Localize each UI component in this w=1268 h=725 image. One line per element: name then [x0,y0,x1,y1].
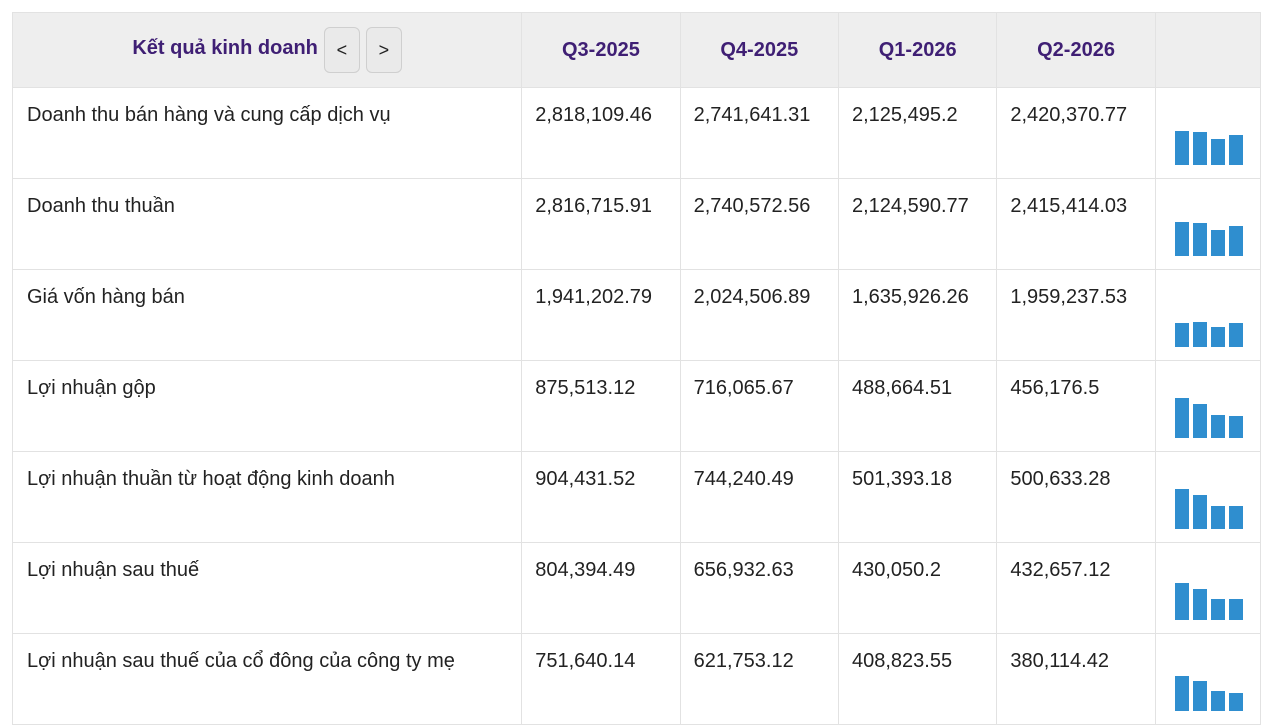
sparkline-bar [1174,489,1189,529]
sparkline-bar [1210,415,1225,438]
row-value: 751,640.14 [521,633,681,725]
sparkline-bar-chart[interactable] [1174,671,1245,711]
column-header-chart [1154,12,1262,88]
sparkline-bar [1174,398,1189,438]
sparkline-bar [1192,681,1207,711]
row-sparkline-cell[interactable] [1154,178,1262,270]
table-row: Lợi nhuận thuần từ hoạt động kinh doanh 9… [11,451,1262,543]
row-value: 1,941,202.79 [521,269,681,361]
financial-results-panel: Kết quả kinh doanh < > Q3-2025 Q4-2025 Q… [11,12,1262,725]
row-sparkline-cell[interactable] [1154,360,1262,452]
table-row: Giá vốn hàng bán 1,941,202.79 2,024,506.89… [11,269,1262,361]
row-sparkline-cell[interactable] [1154,269,1262,361]
sparkline-bar [1210,327,1225,347]
row-value: 1,635,926.26 [837,269,998,361]
sparkline-bar [1174,222,1189,256]
sparkline-bar-chart[interactable] [1174,398,1245,438]
row-value: 2,124,590.77 [837,178,998,270]
sparkline-bar [1174,676,1189,711]
sparkline-bar [1210,230,1225,256]
table-row: Lợi nhuận sau thuế 804,394.49 656,932.63 43… [11,542,1262,634]
row-sparkline-cell[interactable] [1154,542,1262,634]
row-value: 2,024,506.89 [679,269,839,361]
financial-results-table: Kết quả kinh doanh < > Q3-2025 Q4-2025 Q… [11,12,1262,725]
row-value: 804,394.49 [521,542,681,634]
table-row: Lợi nhuận gộp 875,513.12 716,065.67 488,664… [11,360,1262,452]
header-title-cell: Kết quả kinh doanh < > [11,12,523,88]
row-sparkline-cell[interactable] [1154,87,1262,179]
row-value: 656,932.63 [679,542,839,634]
sparkline-bar [1210,139,1225,165]
row-label: Doanh thu bán hàng và cung cấp dịch vụ [11,87,523,179]
sparkline-bar [1210,691,1225,711]
sparkline-bar-chart[interactable] [1174,125,1245,165]
row-label: Lợi nhuận thuần từ hoạt động kinh doanh [11,451,523,543]
sparkline-bar [1174,583,1189,620]
row-label: Lợi nhuận gộp [11,360,523,452]
sparkline-bar [1228,323,1243,347]
row-sparkline-cell[interactable] [1154,451,1262,543]
row-value: 501,393.18 [837,451,998,543]
row-label: Lợi nhuận sau thuế của cổ đông của công … [11,633,523,725]
row-value: 2,816,715.91 [521,178,681,270]
sparkline-bar [1192,223,1207,256]
row-label: Lợi nhuận sau thuế [11,542,523,634]
row-value: 408,823.55 [837,633,998,725]
sparkline-bar [1192,322,1207,347]
row-value: 621,753.12 [679,633,839,725]
row-value: 500,633.28 [996,451,1156,543]
sparkline-bar-chart[interactable] [1174,216,1245,256]
sparkline-bar [1228,693,1243,711]
row-value: 2,818,109.46 [521,87,681,179]
sparkline-bar [1210,506,1225,529]
sparkline-bar [1174,323,1189,347]
sparkline-bar [1192,495,1207,529]
column-header-q4: Q2-2026 [996,12,1156,88]
row-label: Giá vốn hàng bán [11,269,523,361]
row-value: 875,513.12 [521,360,681,452]
sparkline-bar [1228,135,1243,165]
table-title: Kết quả kinh doanh [132,36,318,59]
sparkline-bar [1174,131,1189,165]
sparkline-bar [1228,506,1243,529]
next-period-button[interactable]: > [365,27,402,73]
sparkline-bar-chart[interactable] [1174,307,1245,347]
row-value: 2,741,641.31 [679,87,839,179]
row-value: 456,176.5 [996,360,1156,452]
sparkline-bar [1192,404,1207,438]
sparkline-bar-chart[interactable] [1174,580,1245,620]
sparkline-bar [1192,132,1207,165]
table-row: Doanh thu bán hàng và cung cấp dịch vụ 2,… [11,87,1262,179]
table-header-row: Kết quả kinh doanh < > Q3-2025 Q4-2025 Q… [11,12,1262,88]
row-value: 430,050.2 [837,542,998,634]
sparkline-bar [1228,599,1243,620]
row-value: 2,415,414.03 [996,178,1156,270]
row-value: 488,664.51 [837,360,998,452]
column-header-q3: Q1-2026 [837,12,998,88]
row-value: 716,065.67 [679,360,839,452]
sparkline-bar [1228,226,1243,256]
table-row: Doanh thu thuần 2,816,715.91 2,740,572.56 2… [11,178,1262,270]
row-value: 2,125,495.2 [837,87,998,179]
row-value: 904,431.52 [521,451,681,543]
table-row: Lợi nhuận sau thuế của cổ đông của công … [11,633,1262,725]
row-value: 2,740,572.56 [679,178,839,270]
prev-period-button[interactable]: < [323,27,360,73]
sparkline-bar [1228,416,1243,438]
column-header-q1: Q3-2025 [521,12,681,88]
column-header-q2: Q4-2025 [679,12,839,88]
row-value: 432,657.12 [996,542,1156,634]
row-value: 1,959,237.53 [996,269,1156,361]
row-value: 2,420,370.77 [996,87,1156,179]
row-value: 744,240.49 [679,451,839,543]
row-value: 380,114.42 [996,633,1156,725]
row-label: Doanh thu thuần [11,178,523,270]
sparkline-bar [1192,589,1207,620]
sparkline-bar [1210,599,1225,620]
row-sparkline-cell[interactable] [1154,633,1262,725]
sparkline-bar-chart[interactable] [1174,489,1245,529]
